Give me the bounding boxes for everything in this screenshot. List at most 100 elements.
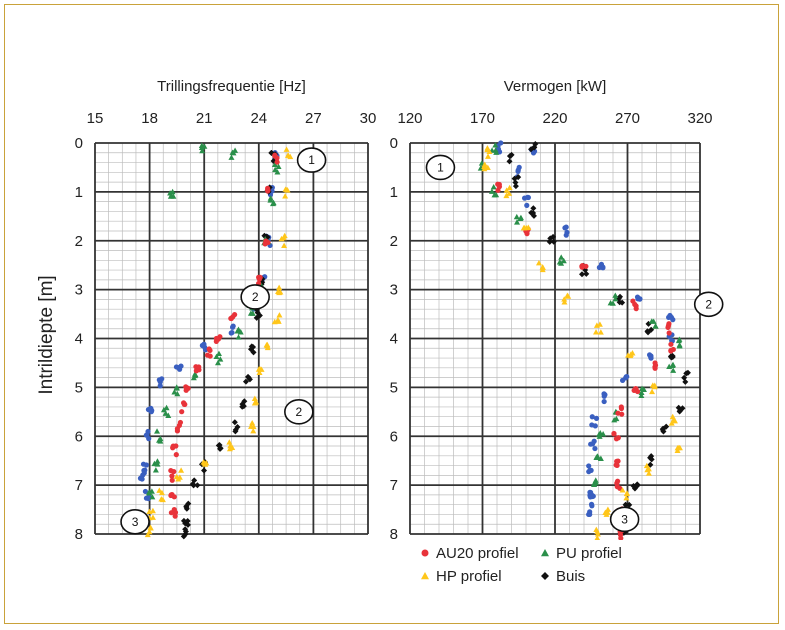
freq-point-hp-profiel bbox=[149, 507, 156, 514]
power-point-series bbox=[623, 374, 629, 380]
freq-point-au20-profiel bbox=[182, 401, 188, 408]
power-point-pu-profiel bbox=[560, 257, 567, 264]
power-point-au20-profiel bbox=[611, 431, 617, 437]
power-point-pu-profiel bbox=[517, 214, 524, 221]
power-y-tick-label: 0 bbox=[390, 135, 398, 152]
power-point-au20-profiel bbox=[632, 386, 639, 392]
freq-point-buis bbox=[250, 349, 257, 356]
power-point-hp-profiel bbox=[596, 321, 603, 327]
freq-point-hp-profiel bbox=[226, 439, 233, 445]
freq-point-buis bbox=[185, 500, 192, 507]
freq-point-buis bbox=[180, 517, 187, 524]
power-annotation-label: 2 bbox=[705, 297, 712, 311]
power-point-series bbox=[596, 264, 602, 271]
power-point-buis bbox=[669, 352, 676, 359]
power-point-series bbox=[562, 225, 568, 231]
power-point-hp-profiel bbox=[485, 153, 492, 159]
power-point-series bbox=[667, 312, 673, 319]
power-point-series bbox=[601, 393, 607, 399]
freq-point-buis bbox=[242, 378, 249, 385]
power-point-series bbox=[589, 493, 596, 500]
freq-point-pu-profiel bbox=[215, 350, 222, 356]
freq-y-tick-label: 0 bbox=[75, 135, 83, 152]
power-point-pu-profiel bbox=[488, 188, 495, 194]
freq-point-hp-profiel bbox=[144, 531, 151, 538]
legend-label-buis: Buis bbox=[556, 568, 585, 585]
power-point-au20-profiel bbox=[615, 458, 621, 464]
power-point-buis bbox=[645, 329, 652, 336]
power-point-series bbox=[588, 489, 594, 496]
freq-x-tick-label: 24 bbox=[250, 110, 267, 127]
freq-point-hp-profiel bbox=[271, 318, 278, 325]
freq-point-pu-profiel bbox=[174, 390, 181, 397]
power-point-buis bbox=[506, 152, 513, 159]
power-point-buis bbox=[681, 374, 688, 381]
freq-point-hp-profiel bbox=[203, 459, 210, 466]
panel-vermogen: 120 170 220 270 320 0 1 2 3 4 5 6 7 8 Vermogen [kW] 1 2 3 bbox=[390, 78, 724, 543]
freq-data-points bbox=[137, 142, 294, 540]
freq-point-au20-profiel bbox=[196, 364, 202, 370]
power-point-hp-profiel bbox=[643, 462, 650, 469]
freq-point-buis bbox=[189, 481, 196, 488]
freq-point-au20-profiel bbox=[207, 353, 213, 359]
power-point-hp-profiel bbox=[561, 296, 568, 302]
freq-point-pu-profiel bbox=[156, 437, 163, 443]
power-point-au20-profiel bbox=[668, 347, 674, 354]
power-point-series bbox=[516, 164, 522, 170]
freq-point-au20-profiel bbox=[265, 188, 271, 194]
freq-point-pu-profiel bbox=[235, 334, 242, 340]
power-point-hp-profiel bbox=[593, 329, 600, 335]
power-point-hp-profiel bbox=[564, 292, 571, 298]
freq-point-hp-profiel bbox=[178, 467, 185, 473]
power-y-tick-label: 8 bbox=[390, 526, 398, 543]
power-point-hp-profiel bbox=[561, 299, 568, 305]
freq-point-hp-profiel bbox=[250, 423, 257, 430]
freq-point-pu-profiel bbox=[199, 147, 206, 154]
power-point-hp-profiel bbox=[503, 187, 510, 193]
power-point-series bbox=[619, 377, 626, 383]
power-point-pu-profiel bbox=[612, 296, 619, 302]
freq-point-pu-profiel bbox=[154, 428, 161, 434]
power-point-hp-profiel bbox=[623, 490, 630, 497]
freq-point-buis bbox=[183, 505, 190, 512]
power-point-hp-profiel bbox=[645, 470, 652, 476]
freq-point-pu-profiel bbox=[213, 353, 220, 359]
legend-marker-pu-profiel bbox=[541, 549, 549, 557]
legend-marker-hp-profiel bbox=[421, 572, 429, 580]
freq-point-pu-profiel bbox=[152, 467, 159, 473]
freq-point-au20-profiel bbox=[213, 338, 219, 344]
freq-point-au20-profiel bbox=[168, 510, 175, 516]
freq-point-au20-profiel bbox=[171, 494, 177, 500]
freq-point-buis bbox=[182, 526, 189, 533]
freq-annotation-label: 2 bbox=[295, 405, 302, 419]
freq-point-buis bbox=[180, 533, 187, 540]
power-point-hp-profiel bbox=[604, 509, 611, 515]
power-x-tick-label: 320 bbox=[687, 110, 712, 127]
power-point-buis bbox=[506, 158, 513, 165]
freq-point-buis bbox=[194, 482, 201, 489]
legend-label-au20-profiel: AU20 profiel bbox=[436, 545, 519, 562]
power-point-buis bbox=[648, 456, 655, 463]
freq-point-series bbox=[141, 470, 147, 476]
freq-point-buis bbox=[184, 521, 191, 528]
freq-point-pu-profiel bbox=[162, 410, 169, 416]
freq-point-pu-profiel bbox=[274, 169, 281, 175]
freq-point-hp-profiel bbox=[158, 496, 165, 502]
freq-point-au20-profiel bbox=[274, 159, 280, 165]
freq-point-series bbox=[201, 341, 207, 347]
freq-point-buis bbox=[250, 344, 257, 351]
power-point-series bbox=[593, 415, 600, 421]
power-point-buis bbox=[528, 209, 535, 216]
power-x-tick-label: 270 bbox=[615, 110, 640, 127]
power-point-pu-profiel bbox=[650, 318, 657, 324]
freq-point-au20-profiel bbox=[183, 384, 189, 390]
power-point-buis bbox=[550, 233, 557, 240]
power-point-pu-profiel bbox=[612, 292, 619, 298]
power-point-hp-profiel bbox=[649, 382, 656, 388]
power-point-hp-profiel bbox=[506, 184, 513, 191]
freq-point-pu-profiel bbox=[154, 458, 161, 464]
freq-point-buis bbox=[217, 445, 224, 452]
freq-point-au20-profiel bbox=[171, 468, 177, 475]
freq-point-series bbox=[159, 376, 165, 382]
freq-point-hp-profiel bbox=[277, 289, 284, 295]
